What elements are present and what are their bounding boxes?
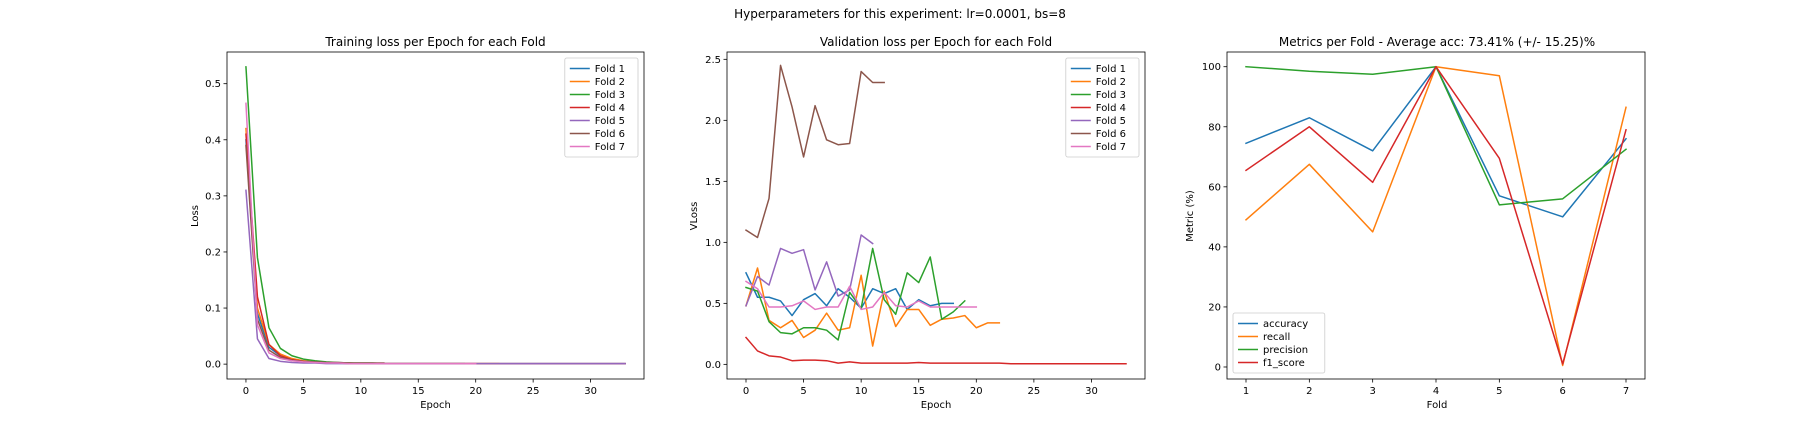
training-loss-ytick-label: 0.3 xyxy=(205,191,221,202)
metrics-ylabel: Metric (%) xyxy=(1185,190,1196,242)
metrics-legend-label-recall: recall xyxy=(1263,332,1290,343)
metrics-series-f1-score xyxy=(1244,65,1627,365)
training-loss-y-ticks: 0.0 0.1 0.2 0.3 0.4 0.5 xyxy=(205,79,227,371)
training-loss-legend-label-fold-1: Fold 1 xyxy=(595,64,625,75)
validation-loss-x-ticks: 0 5 10 15 20 25 30 xyxy=(743,379,1098,397)
validation-loss-legend: Fold 1 Fold 2 Fold 3 Fold 4 Fold 5 Fold 6 Fold… xyxy=(1065,57,1140,158)
metrics-axes: Metrics per Fold - Average acc: 73.41% (… xyxy=(1185,35,1646,411)
training-loss-title: Training loss per Epoch for each Fold xyxy=(324,35,545,49)
validation-loss-legend-frame xyxy=(1065,57,1140,158)
validation-loss-xtick-label: 10 xyxy=(855,386,868,397)
validation-loss-xtick-label: 25 xyxy=(1028,386,1041,397)
training-loss-x-ticks: 0 5 10 15 20 25 30 xyxy=(243,379,597,397)
training-loss-ytick-label: 0.4 xyxy=(205,135,221,146)
validation-loss-series-fold-5 xyxy=(745,234,874,307)
training-loss-series-fold-7 xyxy=(245,102,477,365)
validation-loss-ytick-label: 1.0 xyxy=(705,238,721,249)
metrics-xtick-label: 3 xyxy=(1369,386,1375,397)
validation-loss-legend-label-fold-2: Fold 2 xyxy=(1096,77,1126,88)
training-loss-legend-frame xyxy=(564,57,639,158)
training-loss-ylabel: Loss xyxy=(190,205,201,227)
training-loss-legend-label-fold-5: Fold 5 xyxy=(595,116,625,127)
validation-loss-ytick-label: 1.5 xyxy=(705,177,721,188)
training-loss-ytick-label: 0.5 xyxy=(205,79,221,90)
metrics-ytick-label: 80 xyxy=(1208,122,1221,133)
metrics-xtick-label: 7 xyxy=(1623,386,1629,397)
training-loss-legend-label-fold-4: Fold 4 xyxy=(595,103,625,114)
validation-loss-xtick-label: 15 xyxy=(912,386,925,397)
metrics-xtick-label: 6 xyxy=(1559,386,1565,397)
validation-loss-xtick-label: 20 xyxy=(970,386,983,397)
training-loss-xtick-label: 15 xyxy=(412,386,425,397)
metrics-legend-label-precision: precision xyxy=(1263,345,1308,356)
metrics-y-ticks: 0 20 40 60 80 100 xyxy=(1202,62,1227,373)
validation-loss-series-fold-2 xyxy=(745,267,1001,347)
metrics-x-ticks: 1 2 3 4 5 6 7 xyxy=(1243,379,1629,397)
validation-loss-xlabel: Epoch xyxy=(921,400,952,411)
metrics-xlabel: Fold xyxy=(1427,400,1448,411)
validation-loss-series-fold-6 xyxy=(744,64,885,239)
metrics-ytick-label: 100 xyxy=(1202,62,1221,73)
training-loss-xtick-label: 0 xyxy=(243,386,249,397)
validation-loss-ylabel: VLoss xyxy=(689,202,700,231)
metrics-legend-frame xyxy=(1232,312,1326,374)
validation-loss-series-fold-1 xyxy=(745,271,955,317)
training-loss-legend: Fold 1 Fold 2 Fold 3 Fold 4 Fold 5 Fold 6 Fold… xyxy=(564,57,639,158)
training-loss-legend-label-fold-6: Fold 6 xyxy=(595,129,625,140)
training-loss-xtick-label: 10 xyxy=(354,386,367,397)
validation-loss-series-fold-3 xyxy=(745,247,966,341)
validation-loss-legend-label-fold-1: Fold 1 xyxy=(1096,64,1126,75)
metrics-ytick-label: 40 xyxy=(1208,242,1221,253)
validation-loss-legend-label-fold-7: Fold 7 xyxy=(1096,142,1126,153)
validation-loss-series-fold-7 xyxy=(744,280,978,311)
metrics-ytick-label: 60 xyxy=(1208,182,1221,193)
training-loss-axes: Training loss per Epoch for each Fold Ep… xyxy=(190,35,645,411)
metrics-title: Metrics per Fold - Average acc: 73.41% (… xyxy=(1279,35,1595,49)
training-loss-plot-frame xyxy=(226,51,645,380)
metrics-legend-label-accuracy: accuracy xyxy=(1263,319,1308,330)
validation-loss-xtick-label: 5 xyxy=(800,386,806,397)
validation-loss-legend-label-fold-5: Fold 5 xyxy=(1096,116,1126,127)
training-loss-ytick-label: 0.0 xyxy=(205,360,221,371)
training-loss-ytick-label: 0.2 xyxy=(205,247,221,258)
validation-loss-legend-label-fold-6: Fold 6 xyxy=(1096,129,1126,140)
metrics-legend-label-f1-score: f1_score xyxy=(1263,358,1305,369)
validation-loss-ytick-label: 0.0 xyxy=(705,360,721,371)
metrics-legend: accuracy recall precision f1_score xyxy=(1232,312,1326,374)
training-loss-ytick-label: 0.1 xyxy=(205,304,221,315)
validation-loss-ytick-label: 2.5 xyxy=(705,55,721,66)
metrics-xtick-label: 4 xyxy=(1433,386,1439,397)
validation-loss-axes: Validation loss per Epoch for each Fold … xyxy=(689,35,1146,411)
training-loss-legend-label-fold-3: Fold 3 xyxy=(595,90,625,101)
validation-loss-xtick-label: 0 xyxy=(743,386,749,397)
validation-loss-plot-frame xyxy=(726,51,1146,380)
validation-loss-title: Validation loss per Epoch for each Fold xyxy=(820,35,1052,49)
training-loss-xtick-label: 20 xyxy=(469,386,482,397)
validation-loss-series-fold-4 xyxy=(744,336,1127,365)
training-loss-legend-label-fold-2: Fold 2 xyxy=(595,77,625,88)
training-loss-legend-label-fold-7: Fold 7 xyxy=(595,142,625,153)
training-loss-xtick-label: 5 xyxy=(300,386,306,397)
training-loss-series-group xyxy=(245,66,626,365)
validation-loss-legend-label-fold-3: Fold 3 xyxy=(1096,90,1126,101)
metrics-xtick-label: 5 xyxy=(1496,386,1502,397)
metrics-ytick-label: 0 xyxy=(1215,362,1221,373)
metrics-series-group xyxy=(1244,65,1628,367)
figure-suptitle: Hyperparameters for this experiment: lr=… xyxy=(734,7,1066,21)
validation-loss-y-ticks: 0.0 0.5 1.0 1.5 2.0 2.5 xyxy=(705,55,727,371)
validation-loss-legend-label-fold-4: Fold 4 xyxy=(1096,103,1126,114)
metrics-ytick-label: 20 xyxy=(1208,302,1221,313)
metrics-xtick-label: 2 xyxy=(1306,386,1312,397)
training-loss-xtick-label: 30 xyxy=(584,386,597,397)
validation-loss-ytick-label: 0.5 xyxy=(705,299,721,310)
metrics-xtick-label: 1 xyxy=(1243,386,1249,397)
training-loss-xtick-label: 25 xyxy=(527,386,540,397)
metrics-plot-frame xyxy=(1226,51,1646,380)
validation-loss-series-group xyxy=(744,64,1127,365)
validation-loss-xtick-label: 30 xyxy=(1085,386,1098,397)
validation-loss-ytick-label: 2.0 xyxy=(705,116,721,127)
training-loss-xlabel: Epoch xyxy=(420,400,451,411)
